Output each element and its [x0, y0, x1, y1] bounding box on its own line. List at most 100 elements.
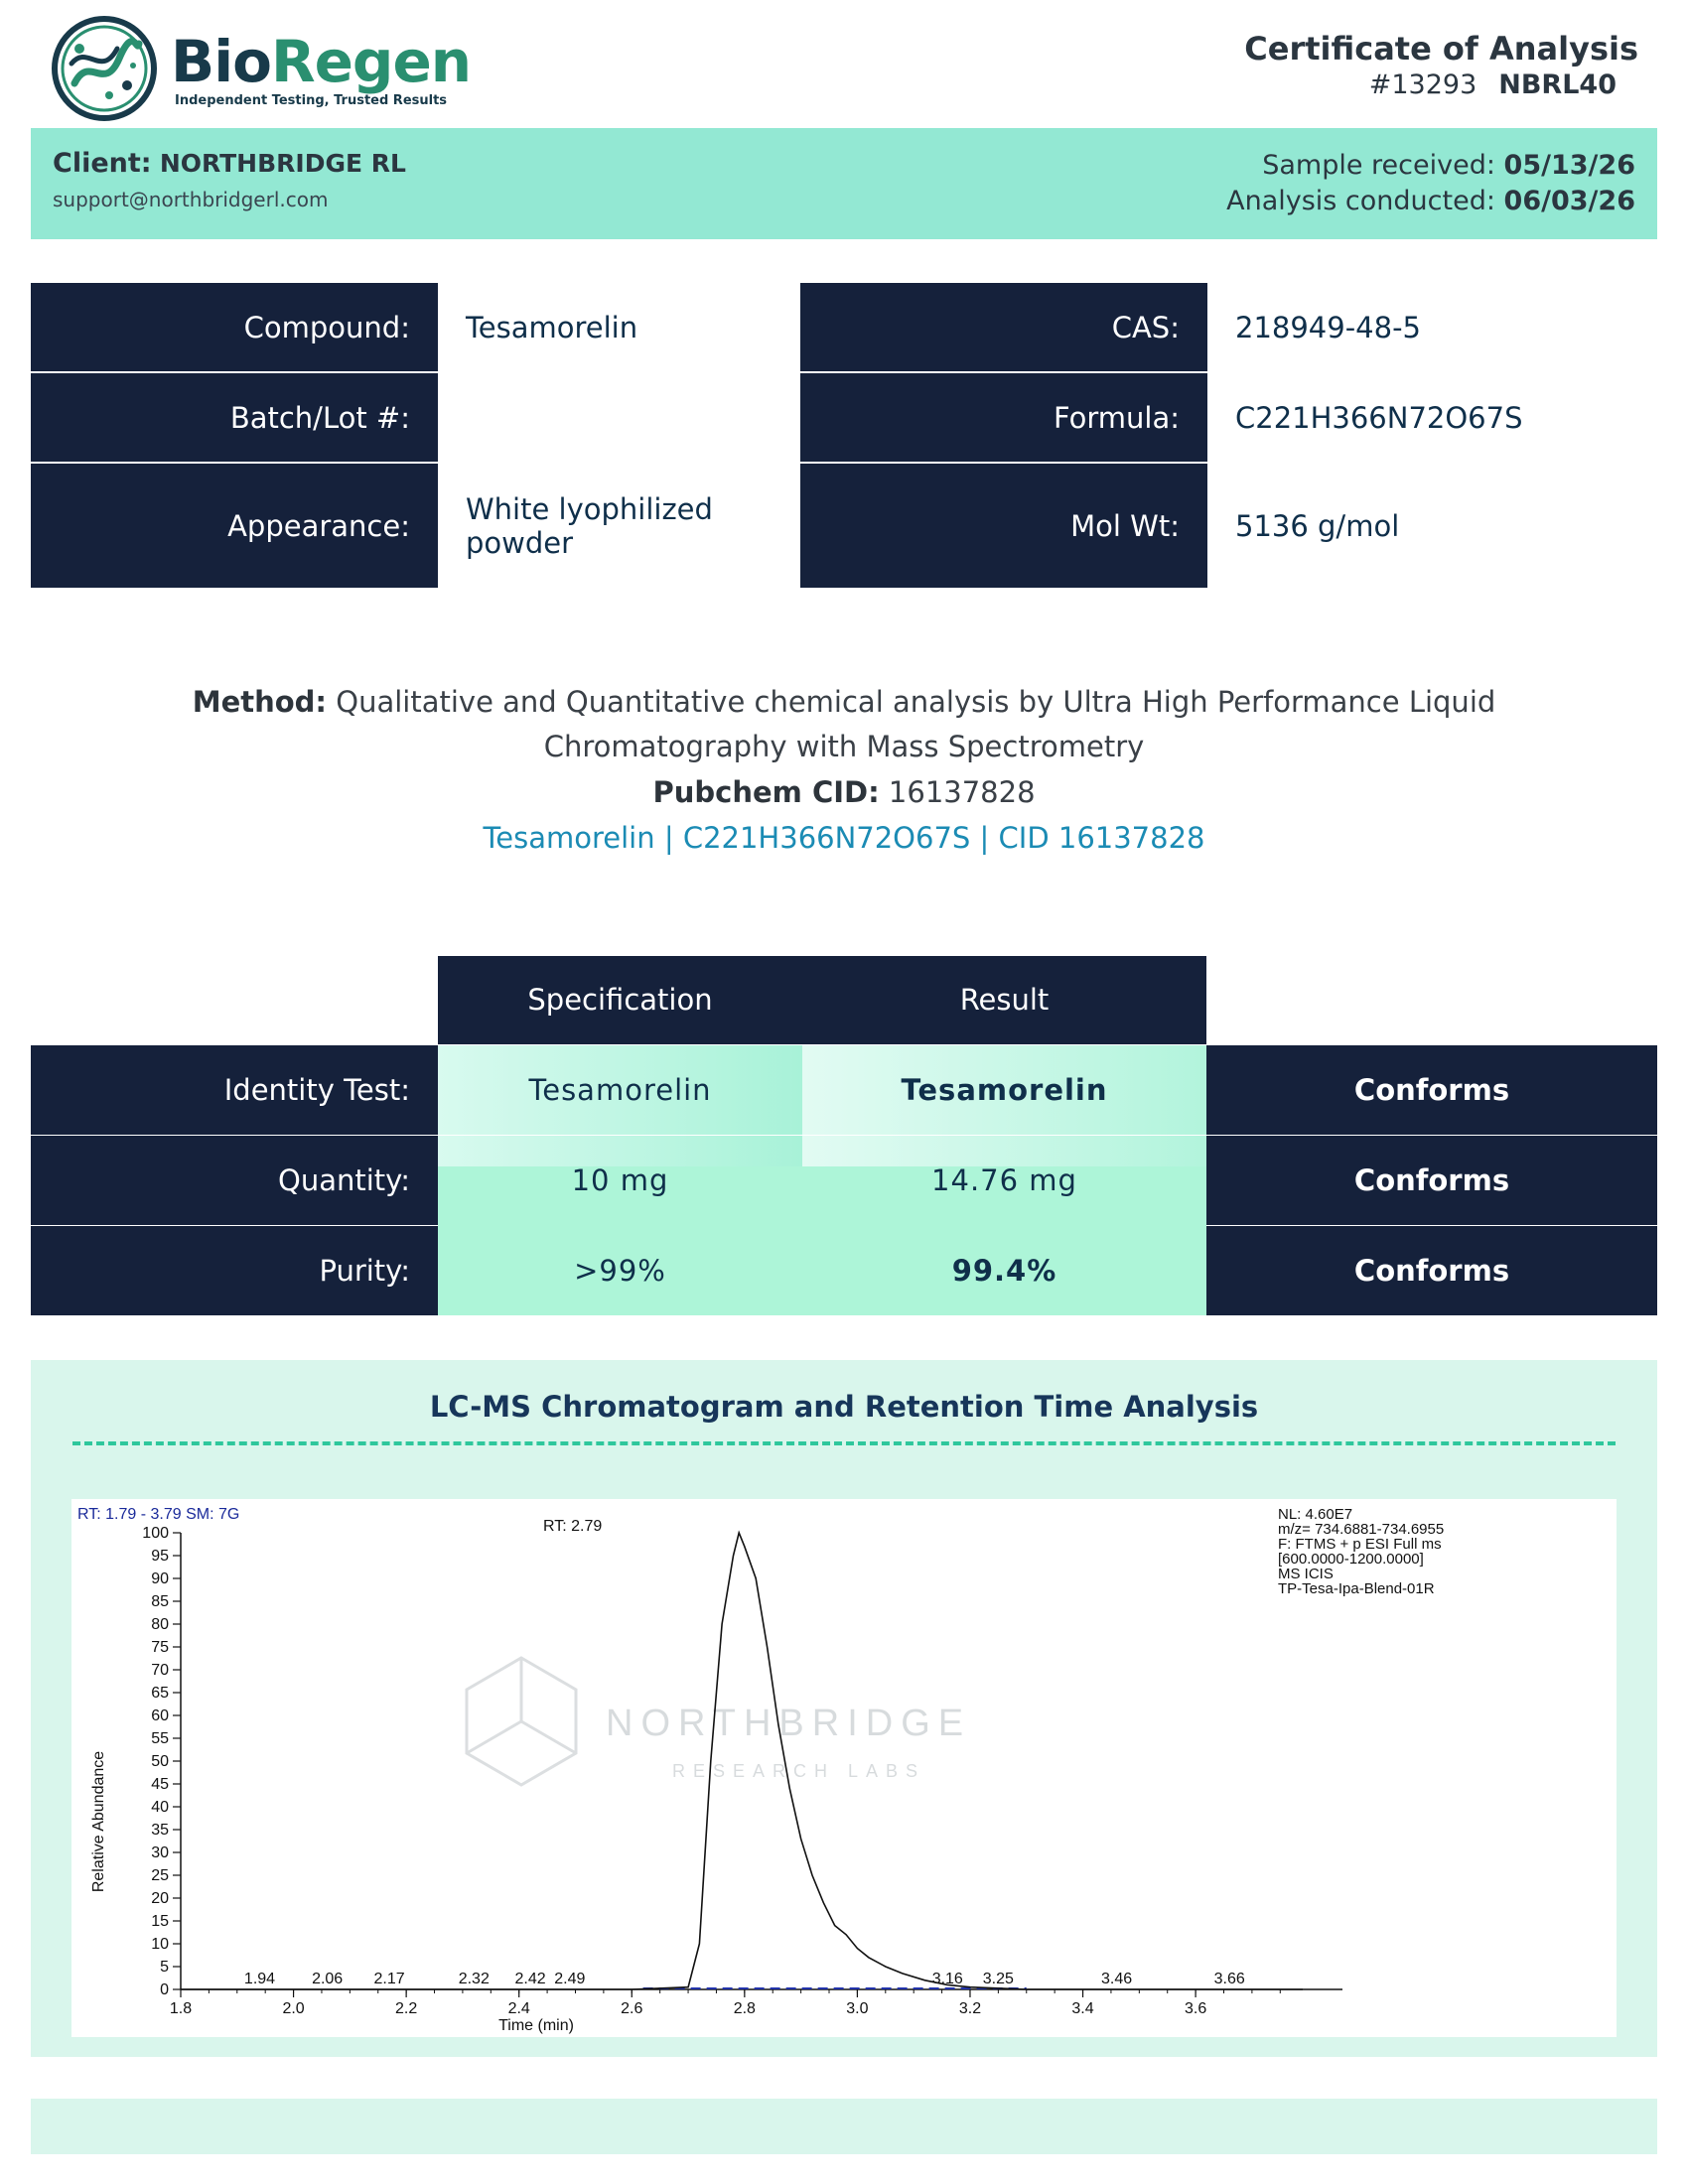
instrument-info-line: NL: 4.60E7 [1278, 1506, 1352, 1523]
formula-label: Formula: [800, 373, 1207, 462]
chromatogram-panel: LC-MS Chromatogram and Retention Time An… [31, 1360, 1657, 2057]
peak-rt-label: RT: 2.79 [543, 1518, 602, 1535]
sample-received-date: 05/13/26 [1503, 150, 1635, 181]
instrument-info-line: TP-Tesa-Ipa-Blend-01R [1278, 1580, 1435, 1597]
y-tick-label: 25 [151, 1867, 169, 1884]
footer-band [31, 2099, 1657, 2154]
peak-label: 3.25 [983, 1971, 1014, 1987]
results-mint-background [438, 1045, 1206, 1315]
watermark-name: NORTHBRIDGE [606, 1703, 971, 1744]
quantity-result: 14.76 mg [931, 1163, 1077, 1197]
client-band: Client: NORTHBRIDGE RL support@northbrid… [31, 128, 1657, 239]
compound-label: Compound: [31, 283, 438, 371]
appearance-label: Appearance: [31, 464, 438, 588]
x-tick-label: 2.4 [508, 2000, 530, 2017]
y-tick-label: 60 [151, 1707, 169, 1724]
y-tick-label: 80 [151, 1616, 169, 1633]
x-tick-label: 2.2 [395, 2000, 417, 2017]
y-tick-label: 90 [151, 1570, 169, 1587]
x-tick-label: 3.4 [1071, 2000, 1093, 2017]
chromatogram-line [181, 1530, 1303, 1990]
y-tick-label: 75 [151, 1639, 169, 1656]
batch-label: Batch/Lot #: [31, 373, 438, 462]
analysis-conducted-line: Analysis conducted: 06/03/26 [1226, 184, 1635, 219]
peak-label: 3.46 [1101, 1971, 1132, 1987]
y-tick-label: 100 [142, 1525, 169, 1542]
molwt-value: 5136 g/mol [1235, 508, 1400, 543]
y-tick-label: 0 [160, 1981, 169, 1998]
brand-name: BioRegen [171, 28, 472, 95]
method-text-1: Qualitative and Quantitative chemical an… [336, 685, 1496, 719]
formula-value: C221H366N72O67S [1235, 400, 1523, 435]
watermark-line-3 [520, 1719, 577, 1755]
method-text-2: Chromatography with Mass Spectrometry [543, 730, 1145, 763]
appearance-value: White lyophilized powder [466, 491, 713, 560]
x-tick-label: 3.6 [1185, 2000, 1206, 2017]
chromatogram-divider [72, 1441, 1616, 1445]
x-tick-label: 2.0 [282, 2000, 304, 2017]
peak-label: 2.17 [374, 1971, 405, 1987]
chromatogram-chart: NORTHBRIDGE RESEARCH LABS RT: 1.79 - 3.7… [77, 1506, 1444, 2034]
y-tick-label: 15 [151, 1913, 169, 1930]
peak-label: 2.06 [312, 1971, 343, 1987]
identity-status: Conforms [1206, 1045, 1657, 1135]
brand-tagline: Independent Testing, Trusted Results [175, 93, 448, 108]
sample-received-line: Sample received: 05/13/26 [1226, 148, 1635, 184]
client-email: support@northbridgerl.com [53, 188, 329, 211]
y-tick-label: 55 [151, 1730, 169, 1747]
instrument-info-line: m/z= 734.6881-734.6955 [1278, 1521, 1444, 1538]
result-header: Result [959, 983, 1050, 1017]
y-tick-label: 85 [151, 1593, 169, 1610]
batch-value [438, 373, 805, 462]
y-tick-label: 30 [151, 1844, 169, 1861]
purity-label: Purity: [31, 1226, 438, 1315]
x-tick-label: 1.8 [170, 2000, 192, 2017]
client-name: NORTHBRIDGE RL [159, 149, 406, 178]
identity-spec: Tesamorelin [528, 1073, 712, 1107]
watermark-hexagon-icon [465, 1656, 578, 1787]
cas-label: CAS: [800, 283, 1207, 371]
dates-block: Sample received: 05/13/26 Analysis condu… [1226, 148, 1635, 219]
quantity-label: Quantity: [31, 1136, 438, 1225]
pubchem-label: Pubchem CID: [652, 775, 880, 809]
chromatogram-header-left: RT: 1.79 - 3.79 SM: 7G [77, 1506, 239, 1523]
y-tick-label: 40 [151, 1799, 169, 1816]
certificate-code: NBRL40 [1498, 69, 1617, 100]
quantity-status: Conforms [1206, 1136, 1657, 1225]
x-tick-label: 2.6 [621, 2000, 642, 2017]
y-tick-label: 65 [151, 1685, 169, 1702]
y-tick-label: 35 [151, 1822, 169, 1839]
y-tick-label: 70 [151, 1662, 169, 1679]
purity-spec: >99% [574, 1254, 666, 1288]
peak-label: 2.42 [514, 1971, 545, 1987]
peak-label: 3.66 [1214, 1971, 1245, 1987]
certificate-number: #13293 [1368, 69, 1477, 100]
instrument-info-line: F: FTMS + p ESI Full ms [1278, 1536, 1442, 1553]
cas-value: 218949-48-5 [1235, 310, 1421, 344]
certificate-number-line: #13293 NBRL40 [1369, 69, 1617, 100]
quantity-spec: 10 mg [571, 1163, 669, 1197]
purity-result: 99.4% [951, 1254, 1057, 1288]
instrument-info-line: [600.0000-1200.0000] [1278, 1551, 1424, 1568]
x-tick-label: 3.0 [846, 2000, 868, 2017]
pubchem-link[interactable]: Tesamorelin | C221H366N72O67S | CID 1613… [483, 821, 1205, 855]
peak-label: 2.49 [554, 1971, 585, 1987]
y-tick-label: 50 [151, 1753, 169, 1770]
purity-status: Conforms [1206, 1226, 1657, 1315]
sample-received-label: Sample received: [1262, 150, 1495, 181]
client-label: Client: [53, 148, 152, 179]
watermark: NORTHBRIDGE RESEARCH LABS [465, 1656, 971, 1787]
brand-name-part2: Regen [270, 28, 472, 95]
peak-label: 1.94 [244, 1971, 275, 1987]
peak-label: 3.16 [932, 1971, 963, 1987]
chromatogram-title: LC-MS Chromatogram and Retention Time An… [429, 1390, 1259, 1424]
identity-test-label: Identity Test: [31, 1045, 438, 1135]
x-tick-label: 3.2 [959, 2000, 981, 2017]
pubchem-cid: 16137828 [888, 775, 1036, 809]
brand-name-part1: Bio [171, 28, 272, 95]
identity-result: Tesamorelin [901, 1073, 1108, 1107]
y-tick-label: 95 [151, 1548, 169, 1565]
peak-label: 2.32 [459, 1971, 490, 1987]
client-line: Client: NORTHBRIDGE RL [53, 148, 406, 179]
